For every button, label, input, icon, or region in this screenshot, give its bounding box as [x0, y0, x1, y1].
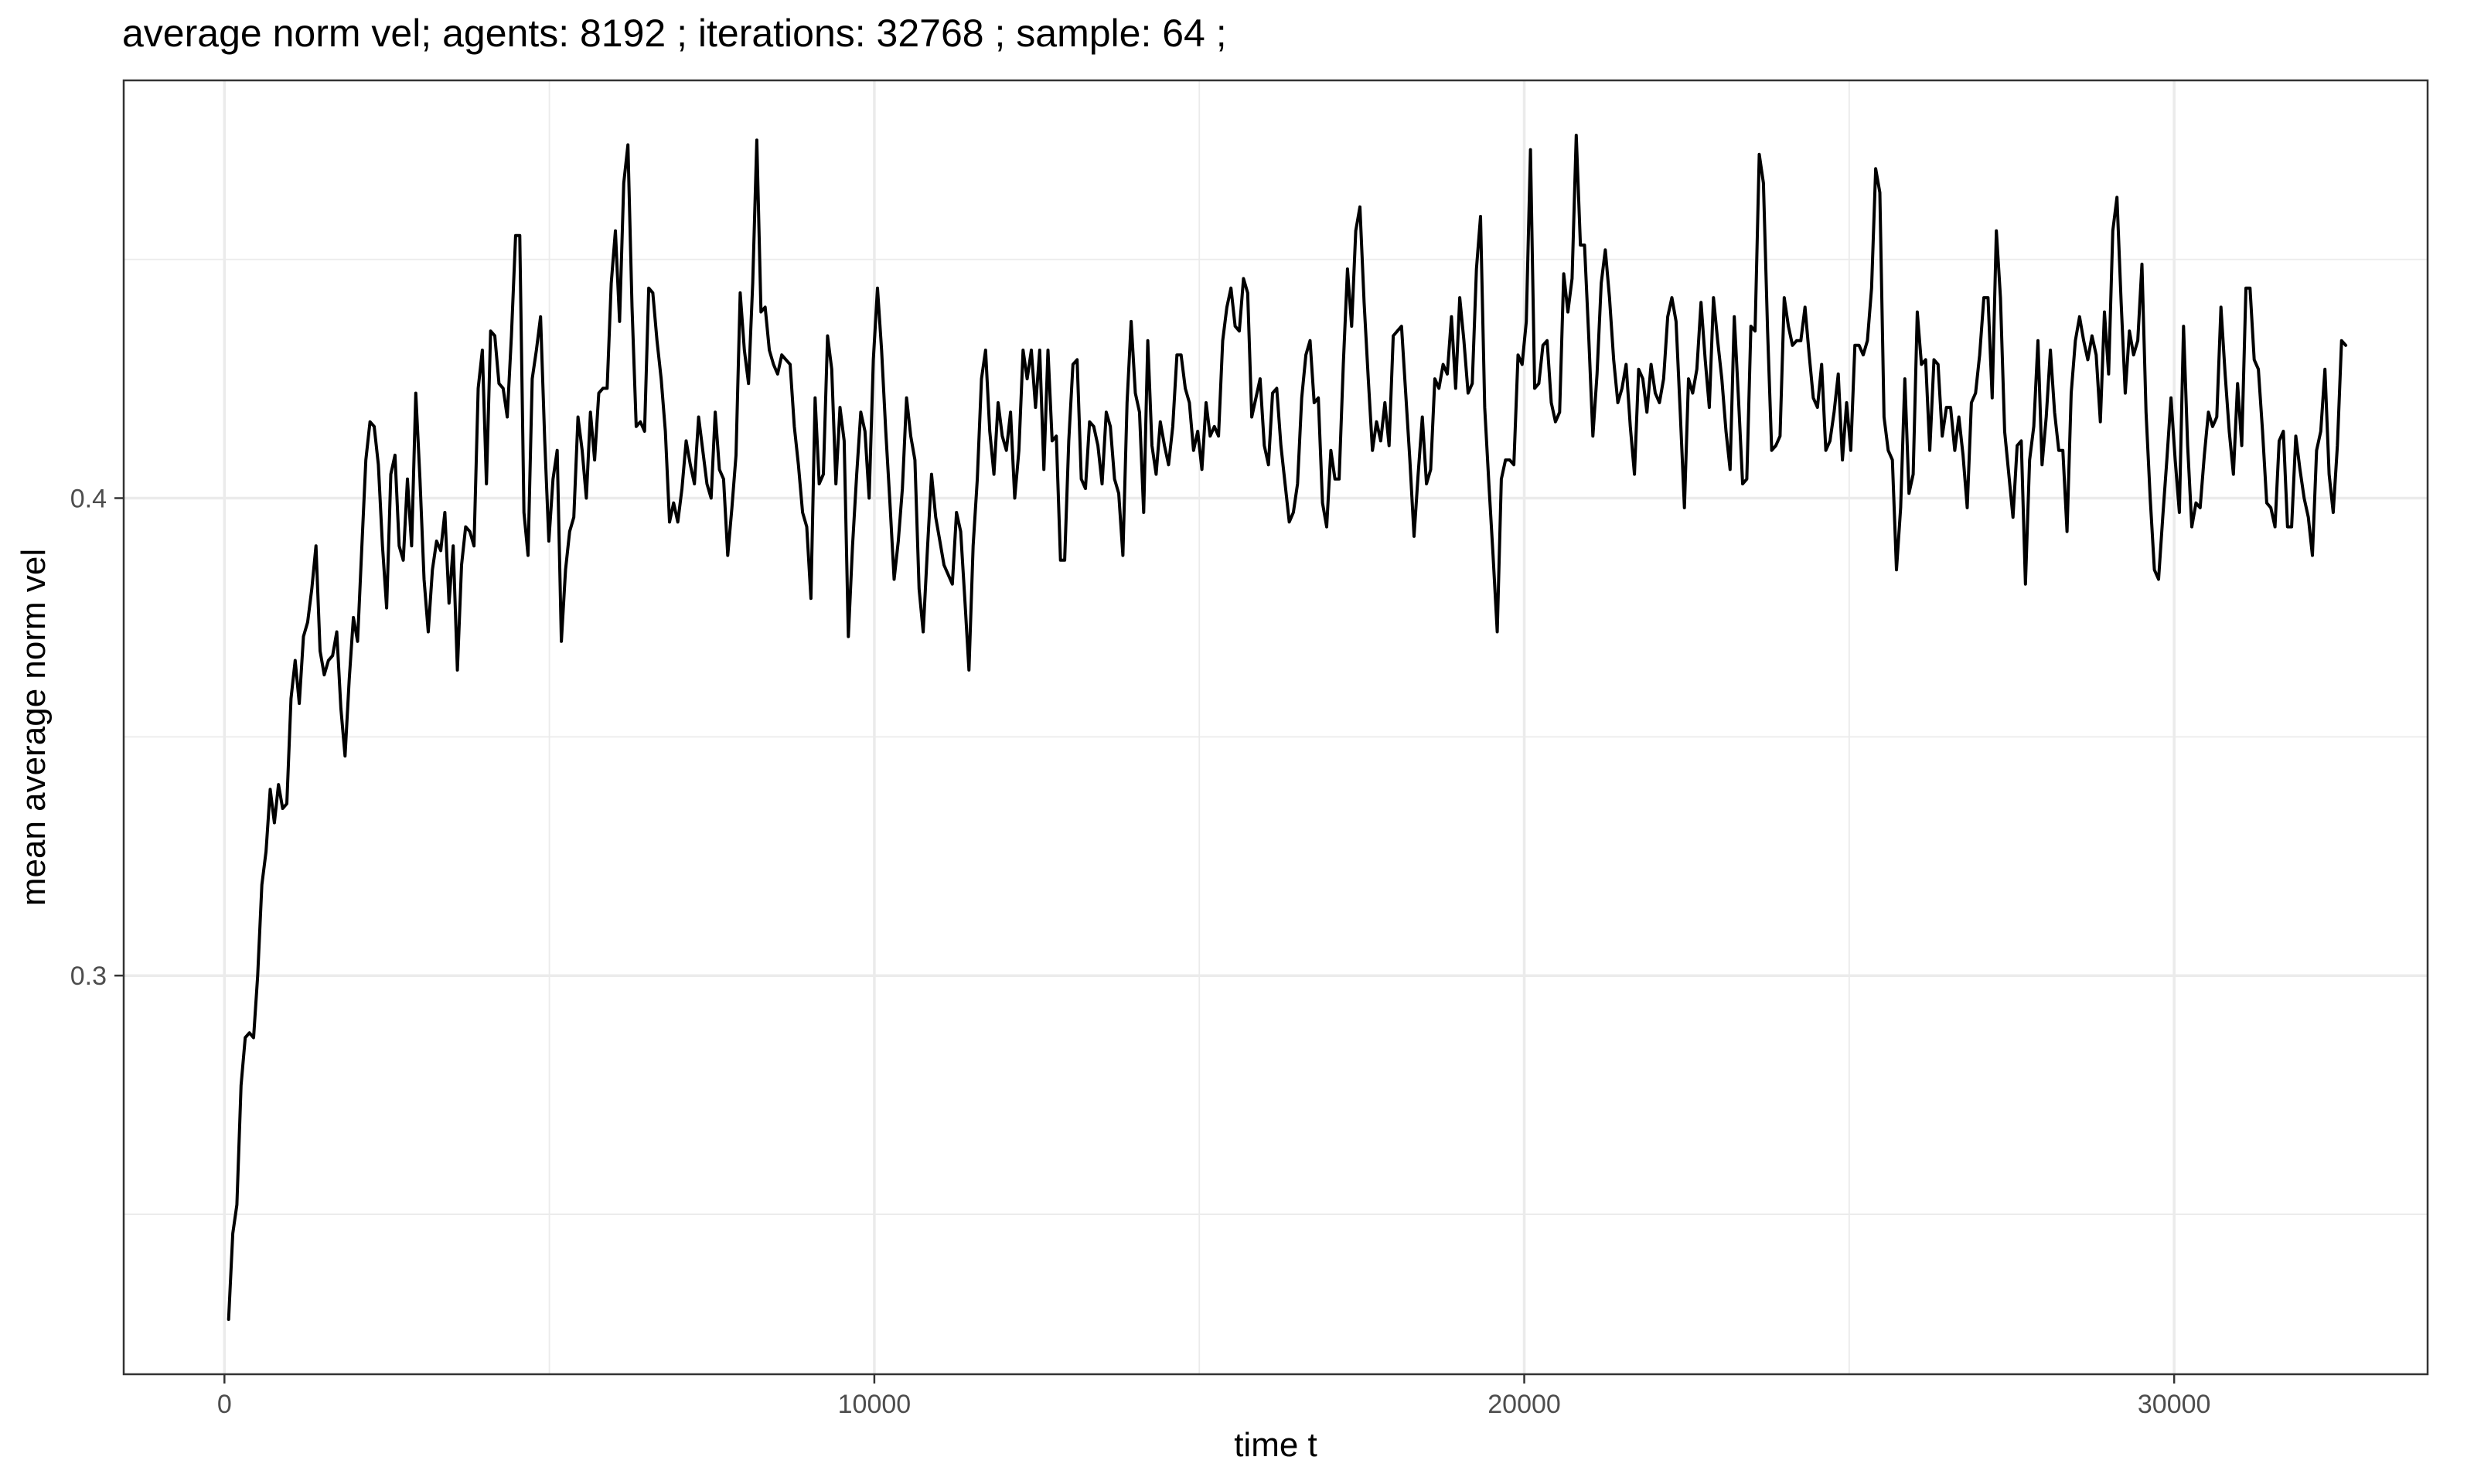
- chart-title: average norm vel; agents: 8192 ; iterati…: [122, 12, 1227, 55]
- y-tick-label-1: 0.4: [70, 484, 107, 513]
- series-group: [227, 134, 2348, 1321]
- y-axis-title: mean average norm vel: [15, 549, 53, 906]
- gridlines: [124, 80, 2428, 1374]
- series-line: [227, 134, 2348, 1321]
- x-tick-label-2: 20000: [1487, 1390, 1561, 1419]
- x-tick-label-0: 0: [217, 1390, 232, 1419]
- x-axis-title: time t: [1234, 1426, 1317, 1464]
- y-tick-label-0: 0.3: [70, 962, 107, 991]
- plot-panel-border: [122, 79, 2429, 1376]
- axis-ticks: 0 10000 20000 30000 0.3 0.4: [70, 484, 2211, 1419]
- x-tick-label-3: 30000: [2138, 1390, 2211, 1419]
- x-tick-label-1: 10000: [838, 1390, 912, 1419]
